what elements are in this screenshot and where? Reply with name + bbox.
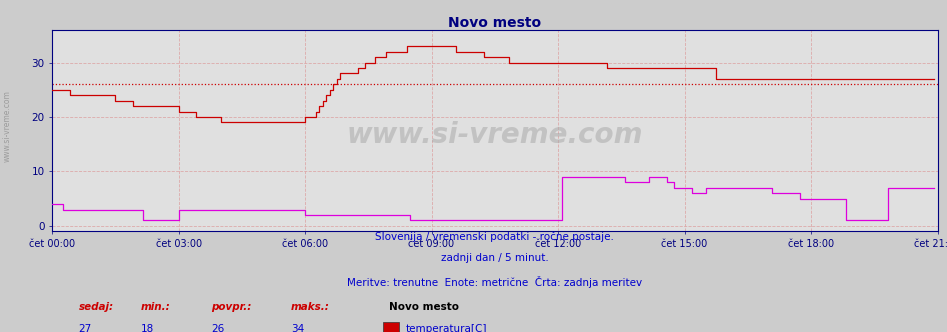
Text: min.:: min.: — [140, 302, 170, 312]
Text: Slovenija / vremenski podatki - ročne postaje.: Slovenija / vremenski podatki - ročne po… — [375, 231, 615, 242]
Text: 34: 34 — [291, 324, 304, 332]
Text: www.si-vreme.com: www.si-vreme.com — [3, 90, 12, 162]
Text: 26: 26 — [211, 324, 224, 332]
Text: 27: 27 — [79, 324, 92, 332]
Bar — [384, 322, 400, 332]
Text: temperatura[C]: temperatura[C] — [405, 324, 487, 332]
Title: Novo mesto: Novo mesto — [448, 16, 542, 30]
Text: zadnji dan / 5 minut.: zadnji dan / 5 minut. — [441, 253, 548, 264]
Text: maks.:: maks.: — [291, 302, 331, 312]
Text: Meritve: trenutne  Enote: metrične  Črta: zadnja meritev: Meritve: trenutne Enote: metrične Črta: … — [348, 276, 642, 288]
Text: sedaj:: sedaj: — [79, 302, 114, 312]
Text: povpr.:: povpr.: — [211, 302, 252, 312]
Text: 18: 18 — [140, 324, 153, 332]
Text: www.si-vreme.com: www.si-vreme.com — [347, 121, 643, 149]
Text: Novo mesto: Novo mesto — [388, 302, 458, 312]
